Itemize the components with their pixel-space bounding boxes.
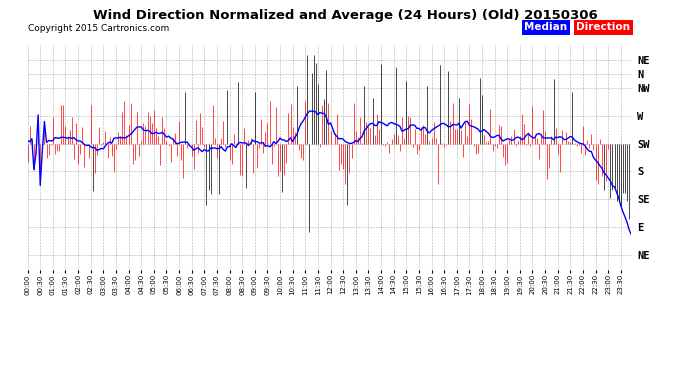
Text: Median: Median: [524, 22, 567, 33]
Text: Wind Direction Normalized and Average (24 Hours) (Old) 20150306: Wind Direction Normalized and Average (2…: [92, 9, 598, 22]
Text: Direction: Direction: [576, 22, 630, 33]
Text: Copyright 2015 Cartronics.com: Copyright 2015 Cartronics.com: [28, 24, 169, 33]
